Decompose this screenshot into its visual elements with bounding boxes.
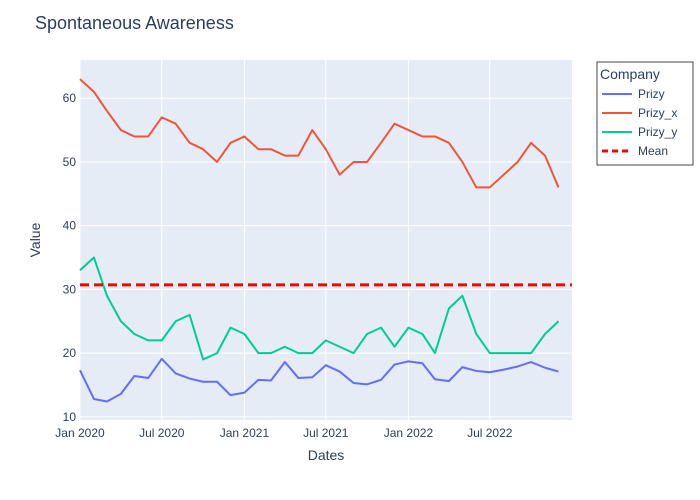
x-tick-label: Jan 2020 [55,426,105,440]
y-tick-label: 20 [63,346,77,360]
tick-labels: 10 20 30 40 50 60 Jan 2020 Jul 2020 Jan 2021 Jul … [55,91,512,440]
series-line-prizy-y [79,256,560,361]
y-tick-label: 60 [63,91,77,105]
y-tick-label: 40 [63,219,77,233]
y-tick-label: 30 [63,282,77,296]
legend-label: Prizy_y [638,125,677,139]
series-lines [79,78,560,403]
legend-label: Mean [638,144,668,158]
legend: Company Prizy Prizy_x Prizy_y Mean [596,61,694,166]
y-tick-label: 10 [63,410,77,424]
x-axis-title: Dates [308,447,345,463]
y-tick-label: 50 [63,155,77,169]
series-line-prizy-x [79,78,560,189]
chart-title: Spontaneous Awareness [35,13,234,33]
x-tick-label: Jan 2022 [384,426,434,440]
x-tick-label: Jan 2021 [220,426,270,440]
y-axis-title: Value [27,222,43,257]
legend-title: Company [600,66,660,82]
x-tick-label: Jul 2020 [139,426,185,440]
x-tick-label: Jul 2022 [467,426,513,440]
legend-label: Prizy_x [638,106,677,120]
legend-items: Prizy Prizy_x Prizy_y Mean [602,87,677,158]
x-tick-label: Jul 2021 [303,426,349,440]
legend-label: Prizy [638,87,665,101]
series-line-prizy [79,357,559,403]
